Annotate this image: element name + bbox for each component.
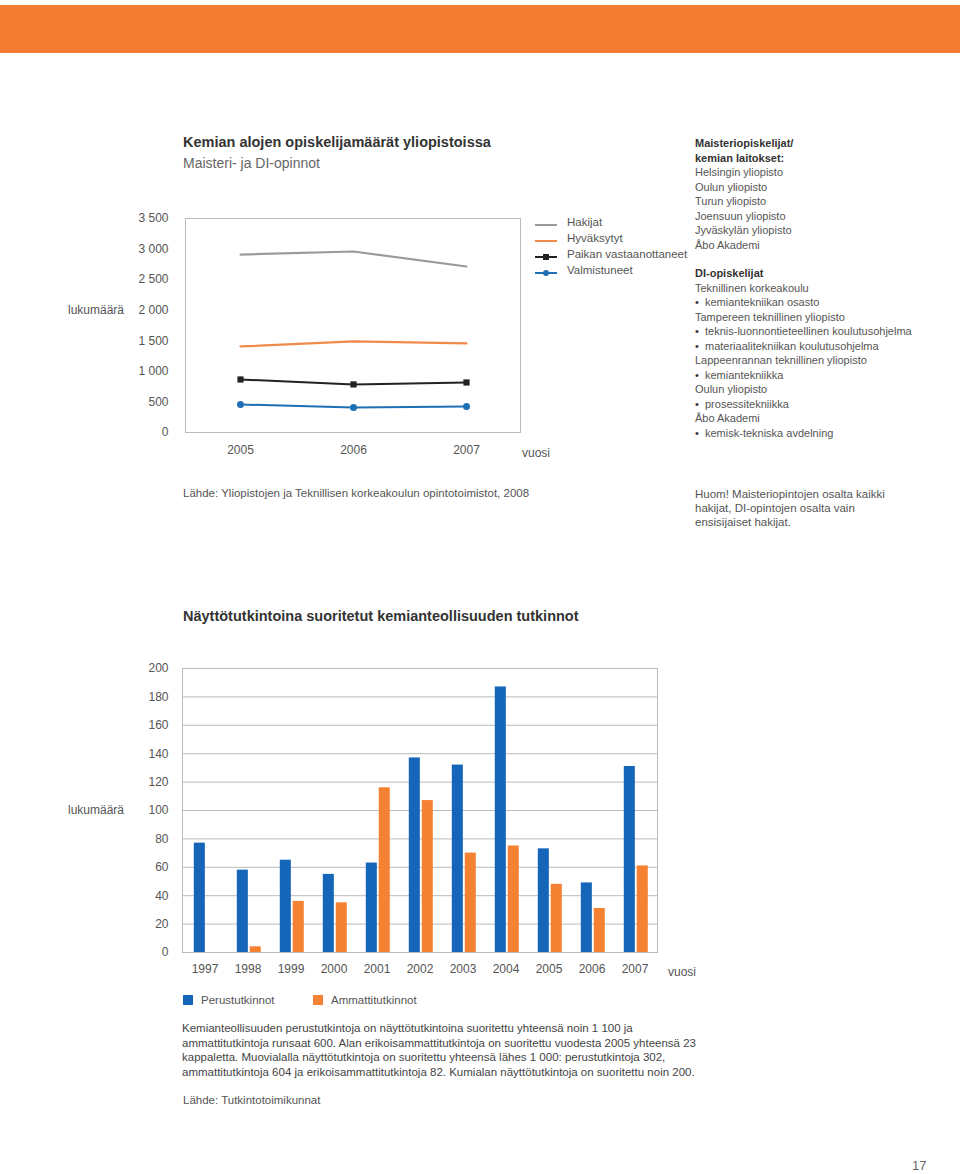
svg-text:1999: 1999 [278,962,305,976]
html-text:teknis-luonnontieteellinen kou: teknis-luonnontieteellinen koulutusohjel… [705,325,912,337]
svg-text:1 500: 1 500 [138,334,168,348]
svg-text:200: 200 [148,661,168,675]
svg-text:60: 60 [155,860,169,874]
html-text:Näyttötutkintoina suoritetut k: Näyttötutkintoina suoritetut kemianteoll… [183,608,579,624]
html-text:kemiantekniikan osasto: kemiantekniikan osasto [705,296,820,308]
html-text:Lappeenrannan teknillinen ylio: Lappeenrannan teknillinen yliopisto [695,354,867,366]
html-text:Maisteri- ja DI-opinnot: Maisteri- ja DI-opinnot [183,155,320,171]
svg-text:140: 140 [148,747,168,761]
svg-text:2005: 2005 [536,962,563,976]
html-text:17: 17 [912,1158,927,1173]
svg-text:20: 20 [155,917,169,931]
svg-text:2 000: 2 000 [138,303,168,317]
svg-text:2007: 2007 [622,962,649,976]
svg-text:2007: 2007 [453,443,480,457]
html-text:kemiantekniikka: kemiantekniikka [705,368,784,381]
svg-text:2003: 2003 [450,962,477,976]
html-text:Tampereen teknillinen yliopist: Tampereen teknillinen yliopisto [695,310,845,323]
svg-text:500: 500 [148,395,168,409]
html-text:kemisk-tekniska avdelning: kemisk-tekniska avdelning [705,426,834,439]
html-text:lukumäärä: lukumäärä [68,803,124,817]
html-text:Ammattitutkinnot: Ammattitutkinnot [331,994,417,1006]
html-text:prosessitekniikka: prosessitekniikka [705,397,789,410]
svg-text:160: 160 [148,718,168,732]
svg-text:1997: 1997 [192,962,219,976]
svg-text:2005: 2005 [227,443,254,457]
html-text:kemian laitokset:: kemian laitokset: [695,151,785,164]
svg-text:1998: 1998 [235,962,262,976]
html-text:DI-opiskelijat: DI-opiskelijat [695,267,764,279]
html-text:Turun yliopisto: Turun yliopisto [695,195,767,207]
svg-text:80: 80 [155,832,169,846]
html-text:Jyväskylän yliopisto: Jyväskylän yliopisto [695,224,792,236]
html-text:Helsingin yliopisto: Helsingin yliopisto [695,166,783,178]
html-text:Maisteriopiskelijat/: Maisteriopiskelijat/ [695,137,794,149]
svg-text:120: 120 [148,775,168,789]
html-text:Oulun yliopisto: Oulun yliopisto [695,383,768,395]
html-text:Oulun yliopisto: Oulun yliopisto [695,180,768,193]
html-text:vuosi: vuosi [668,965,696,979]
html-text:Joensuun yliopisto: Joensuun yliopisto [695,209,786,222]
svg-text:40: 40 [155,889,169,903]
html-text:Valmistuneet: Valmistuneet [567,264,633,276]
html-text:Kemianteollisuuden perustutkin: Kemianteollisuuden perustutkintoja on nä… [182,1022,696,1078]
svg-text:180: 180 [148,690,168,704]
html-text:Lähde: Yliopistojen ja Teknill: Lähde: Yliopistojen ja Teknillisen korke… [183,487,530,499]
html-text:Paikan vastaanottaneet: Paikan vastaanottaneet [567,248,688,260]
html-text:Huom! Maisteriopintojen osalta: Huom! Maisteriopintojen osalta kaikki ha… [695,488,885,528]
svg-text:2006: 2006 [579,962,606,976]
html-text:Hyväksytyt: Hyväksytyt [567,232,623,244]
svg-text:2002: 2002 [407,962,434,976]
svg-text:2001: 2001 [364,962,391,976]
html-text:Hakijat: Hakijat [567,216,603,228]
html-text:Åbo Akademi: Åbo Akademi [695,412,760,424]
svg-text:2006: 2006 [340,443,367,457]
svg-text:3 000: 3 000 [138,242,168,256]
svg-text:0: 0 [162,945,169,959]
svg-text:2000: 2000 [321,962,348,976]
html-text:Lähde: Tutkintotoimikunnat: Lähde: Tutkintotoimikunnat [183,1094,321,1106]
svg-text:2004: 2004 [493,962,520,976]
svg-text:0: 0 [162,425,169,439]
html-text:Kemian alojen opiskelijamäärät: Kemian alojen opiskelijamäärät yliopisto… [183,134,491,150]
html-text:vuosi: vuosi [522,446,550,460]
html-text:Teknillinen korkeakoulu: Teknillinen korkeakoulu [695,281,809,294]
svg-text:1 000: 1 000 [138,364,168,378]
svg-text:2 500: 2 500 [138,272,168,286]
html-text:Åbo Akademi: Åbo Akademi [695,238,760,251]
html-text:materiaalitekniikan koulutusoh: materiaalitekniikan koulutusohjelma [705,339,879,352]
html-text:lukumäärä: lukumäärä [68,303,124,317]
svg-text:100: 100 [148,803,168,817]
html-text:Perustutkinnot: Perustutkinnot [201,994,275,1006]
svg-text:3 500: 3 500 [138,211,168,225]
